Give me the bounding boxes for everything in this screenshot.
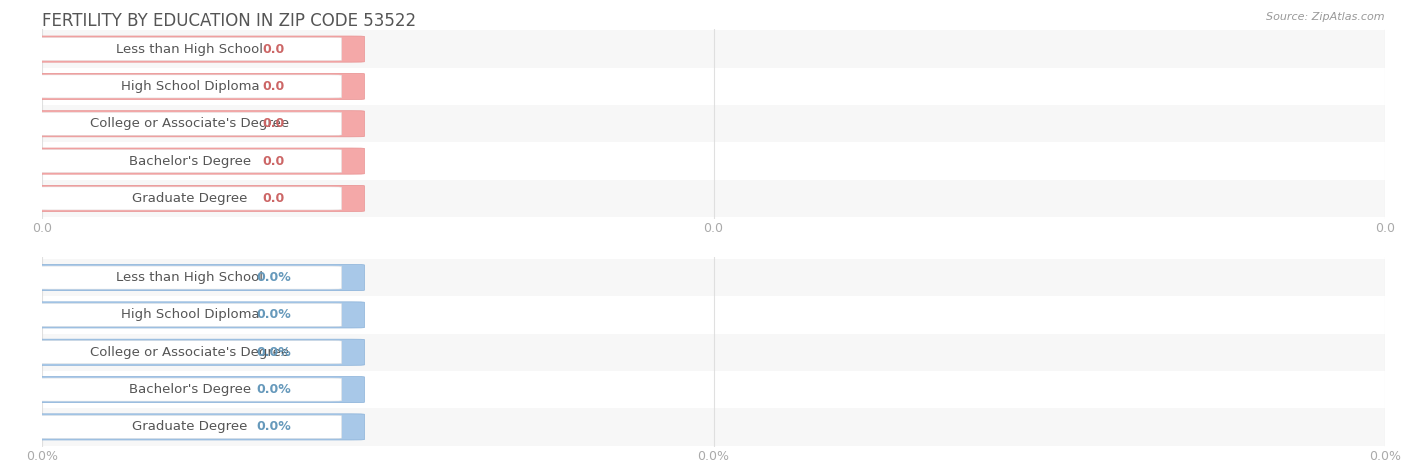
FancyBboxPatch shape [28,73,364,99]
Text: Source: ZipAtlas.com: Source: ZipAtlas.com [1267,12,1385,22]
Bar [42,296,1385,334]
FancyBboxPatch shape [38,75,342,98]
FancyBboxPatch shape [28,36,364,62]
FancyBboxPatch shape [28,111,364,137]
Text: 0.0: 0.0 [263,117,285,130]
Bar [42,334,1385,371]
Bar [42,180,1385,217]
Bar [42,371,1385,408]
FancyBboxPatch shape [38,341,342,364]
FancyBboxPatch shape [28,302,364,328]
Text: Less than High School: Less than High School [117,271,263,284]
Text: College or Associate's Degree: College or Associate's Degree [90,117,290,130]
Text: 0.0: 0.0 [263,80,285,93]
Text: 0.0: 0.0 [263,155,285,168]
Bar [42,30,1385,68]
Text: High School Diploma: High School Diploma [121,308,259,321]
Text: Less than High School: Less than High School [117,42,263,56]
Text: Bachelor's Degree: Bachelor's Degree [129,155,250,168]
FancyBboxPatch shape [38,187,342,210]
Text: FERTILITY BY EDUCATION IN ZIP CODE 53522: FERTILITY BY EDUCATION IN ZIP CODE 53522 [42,12,416,30]
FancyBboxPatch shape [28,148,364,174]
FancyBboxPatch shape [28,185,364,211]
FancyBboxPatch shape [28,414,364,440]
FancyBboxPatch shape [38,303,342,327]
FancyBboxPatch shape [38,378,342,401]
Bar [42,142,1385,180]
Text: 0.0%: 0.0% [256,271,291,284]
Text: 0.0%: 0.0% [256,420,291,434]
Bar [42,259,1385,296]
Text: Bachelor's Degree: Bachelor's Degree [129,383,250,396]
FancyBboxPatch shape [38,38,342,60]
Bar [42,408,1385,446]
Bar [42,105,1385,142]
FancyBboxPatch shape [28,377,364,403]
FancyBboxPatch shape [38,149,342,173]
Text: 0.0%: 0.0% [256,383,291,396]
Text: 0.0: 0.0 [263,42,285,56]
Bar [42,68,1385,105]
Text: High School Diploma: High School Diploma [121,80,259,93]
Text: 0.0%: 0.0% [256,346,291,359]
Text: College or Associate's Degree: College or Associate's Degree [90,346,290,359]
FancyBboxPatch shape [38,416,342,438]
FancyBboxPatch shape [28,339,364,365]
Text: Graduate Degree: Graduate Degree [132,192,247,205]
Text: 0.0: 0.0 [263,192,285,205]
Text: Graduate Degree: Graduate Degree [132,420,247,434]
Text: 0.0%: 0.0% [256,308,291,321]
FancyBboxPatch shape [28,265,364,291]
FancyBboxPatch shape [38,112,342,135]
FancyBboxPatch shape [38,266,342,289]
